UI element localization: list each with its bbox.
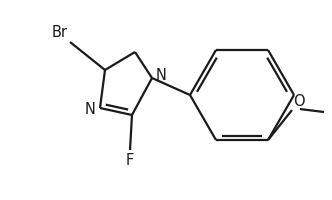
Text: N: N [85, 102, 96, 117]
Text: F: F [126, 153, 134, 168]
Text: N: N [156, 68, 167, 84]
Text: Br: Br [52, 25, 68, 40]
Text: O: O [293, 94, 305, 109]
